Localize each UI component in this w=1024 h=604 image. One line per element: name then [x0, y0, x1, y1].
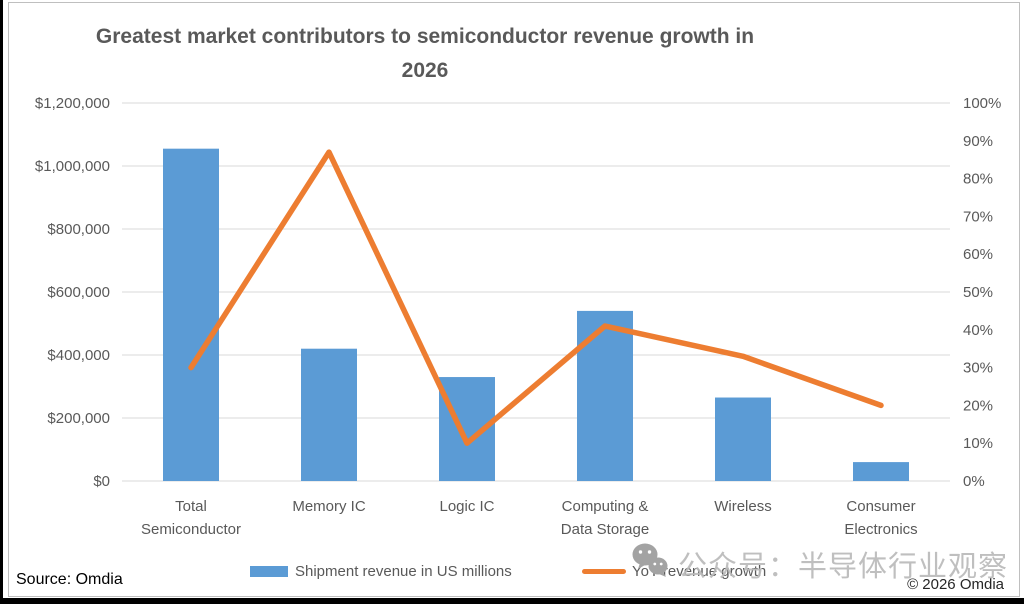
- y-axis-right-tick: 90%: [963, 133, 993, 150]
- y-axis-right-tick: 50%: [963, 284, 993, 301]
- y-axis-left-tick: $1,000,000: [35, 158, 110, 175]
- y-axis-right-tick: 60%: [963, 246, 993, 263]
- y-axis-right-tick: 20%: [963, 397, 993, 414]
- chart-title: Greatest market contributors to semicond…: [40, 20, 810, 88]
- bar: [853, 462, 909, 481]
- category-label: Memory IC: [292, 498, 366, 515]
- y-axis-left-tick: $0: [93, 473, 110, 490]
- category-label: Wireless: [714, 498, 772, 515]
- bar: [715, 397, 771, 481]
- y-axis-right-tick: 80%: [963, 171, 993, 188]
- wechat-icon: [632, 543, 668, 577]
- watermark-text: 公众号：半导体行业观察: [678, 551, 1009, 583]
- line-legend-swatch: [582, 569, 626, 574]
- y-axis-left-tick: $400,000: [47, 347, 110, 364]
- category-label: Consumer Electronics: [844, 498, 917, 538]
- source-label: Source: Omdia: [16, 571, 123, 588]
- legend-item-shipment-revenue: Shipment revenue in US millions: [250, 563, 512, 580]
- y-axis-right-tick: 30%: [963, 360, 993, 377]
- bar: [301, 348, 357, 481]
- y-axis-left-tick: $1,200,000: [35, 95, 110, 112]
- category-label: Computing & Data Storage: [561, 498, 649, 538]
- chart-title-line1: Greatest market contributors to semicond…: [95, 25, 755, 48]
- y-axis-left-tick: $800,000: [47, 221, 110, 238]
- chart-title-line2: 2026: [401, 59, 449, 82]
- trend-line: [188, 149, 884, 446]
- category-label: Total Semiconductor: [141, 498, 241, 538]
- bar-legend-label: Shipment revenue in US millions: [295, 563, 512, 580]
- y-axis-left-tick: $600,000: [47, 284, 110, 301]
- category-label: Logic IC: [439, 498, 494, 515]
- y-axis-right-tick: 40%: [963, 322, 993, 339]
- y-axis-right-tick: 70%: [963, 208, 993, 225]
- y-axis-left-tick: $200,000: [47, 410, 110, 427]
- bar: [577, 310, 633, 481]
- y-axis-right-tick: 100%: [963, 95, 1001, 112]
- copyright-label: © 2026 Omdia: [907, 576, 1004, 593]
- bar-legend-swatch: [250, 566, 288, 577]
- y-axis-right-tick: 0%: [963, 473, 985, 490]
- watermark: 公众号：半导体行业观察: [630, 541, 1008, 585]
- y-axis-right-tick: 10%: [963, 435, 993, 452]
- bar: [163, 148, 219, 482]
